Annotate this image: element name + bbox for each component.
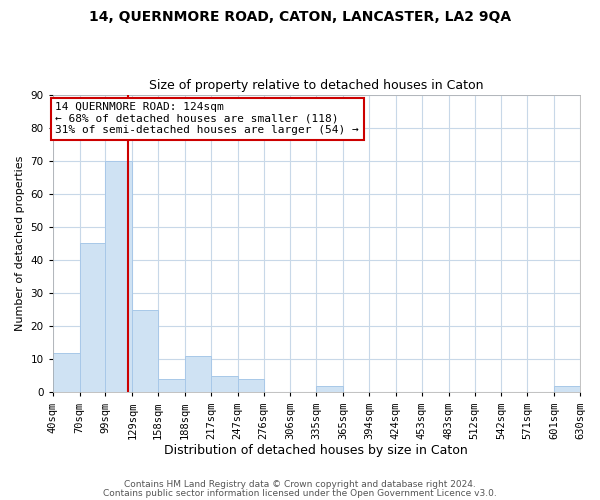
- X-axis label: Distribution of detached houses by size in Caton: Distribution of detached houses by size …: [164, 444, 468, 458]
- Bar: [106, 160, 132, 392]
- Bar: [80, 244, 106, 392]
- Y-axis label: Number of detached properties: Number of detached properties: [15, 156, 25, 331]
- Bar: [211, 376, 238, 392]
- Bar: [132, 310, 158, 392]
- Bar: [238, 379, 263, 392]
- Text: Contains public sector information licensed under the Open Government Licence v3: Contains public sector information licen…: [103, 488, 497, 498]
- Text: 14 QUERNMORE ROAD: 124sqm
← 68% of detached houses are smaller (118)
31% of semi: 14 QUERNMORE ROAD: 124sqm ← 68% of detac…: [55, 102, 359, 135]
- Bar: [53, 352, 80, 393]
- Bar: [554, 386, 580, 392]
- Bar: [316, 386, 343, 392]
- Text: 14, QUERNMORE ROAD, CATON, LANCASTER, LA2 9QA: 14, QUERNMORE ROAD, CATON, LANCASTER, LA…: [89, 10, 511, 24]
- Bar: [158, 379, 185, 392]
- Title: Size of property relative to detached houses in Caton: Size of property relative to detached ho…: [149, 79, 484, 92]
- Text: Contains HM Land Registry data © Crown copyright and database right 2024.: Contains HM Land Registry data © Crown c…: [124, 480, 476, 489]
- Bar: [185, 356, 211, 393]
